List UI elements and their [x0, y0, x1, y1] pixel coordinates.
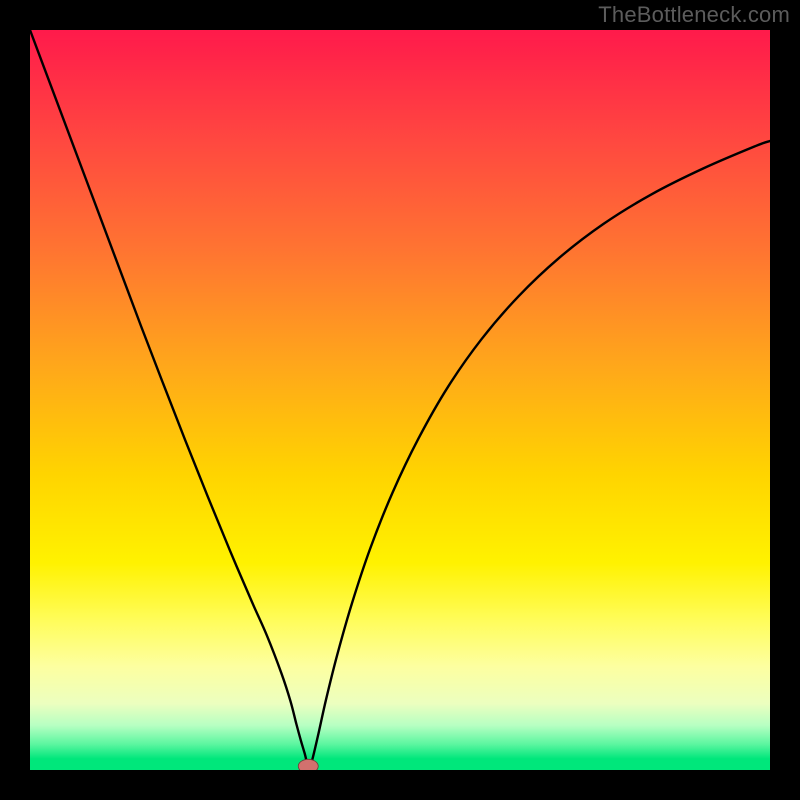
minimum-marker: [298, 759, 318, 770]
plot-area: [30, 30, 770, 770]
gradient-background: [30, 30, 770, 770]
plot-svg: [30, 30, 770, 770]
watermark-label: TheBottleneck.com: [598, 2, 790, 28]
chart-frame: TheBottleneck.com: [0, 0, 800, 800]
